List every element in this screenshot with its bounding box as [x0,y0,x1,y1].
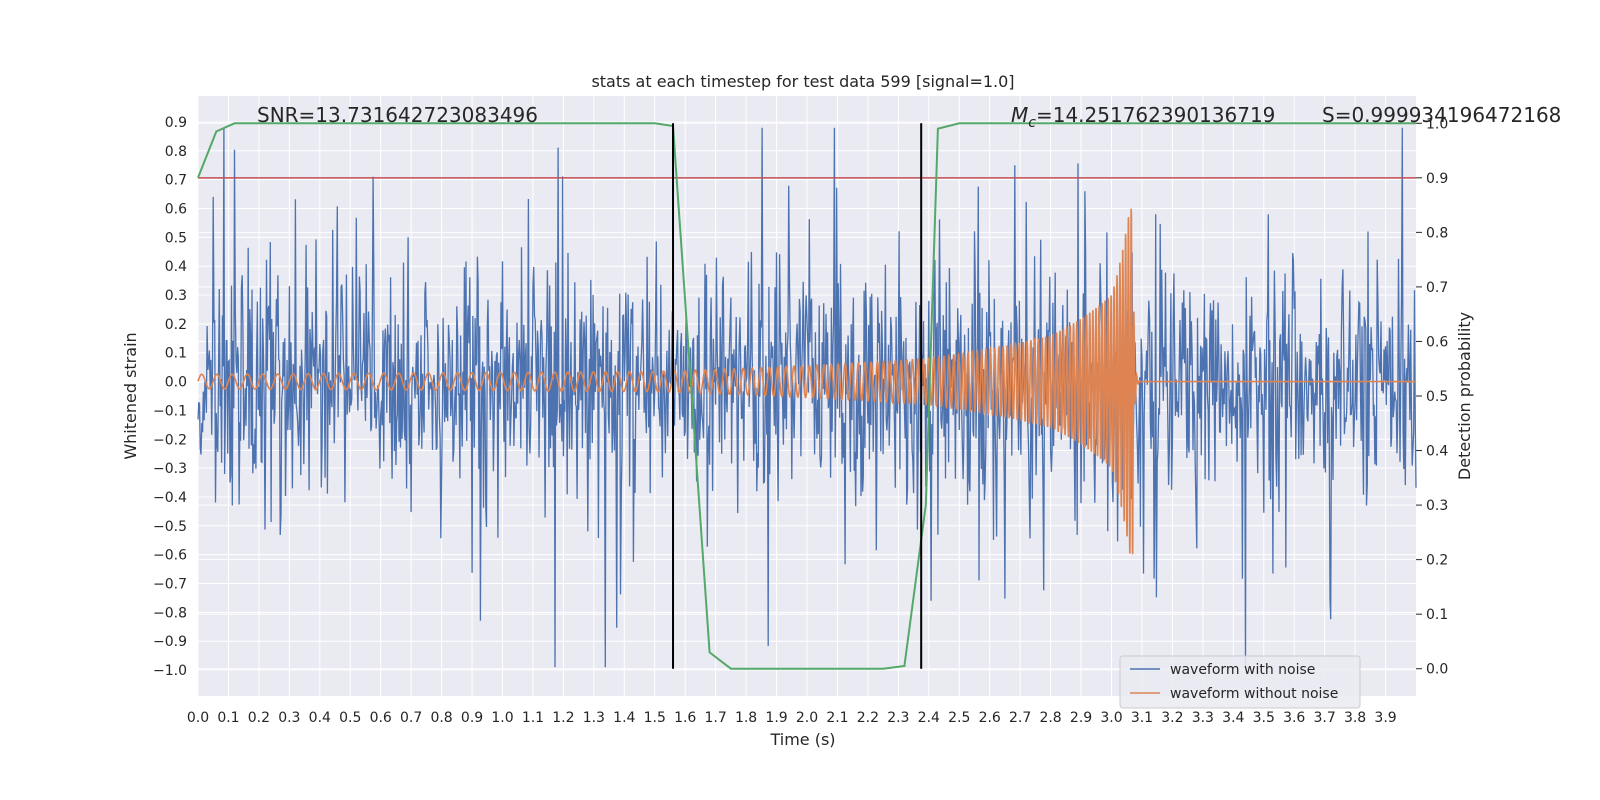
y-tick-label: −0.3 [153,461,187,477]
y2-tick-label: 0.6 [1426,334,1448,350]
x-tick-label: 3.3 [1192,710,1214,726]
y2-tick-label: 1.0 [1426,116,1448,132]
x-tick-label: 2.3 [887,710,909,726]
x-tick-label: 1.0 [491,710,513,726]
x-tick-label: 1.5 [644,710,666,726]
y2-axis-ticks: 1.0 0.9 0.8 0.7 0.6 0.5 0.4 0.3 0.2 0.1 0.0 [1416,116,1448,678]
x-tick-label: 2.4 [918,710,940,726]
y-tick-label: −0.2 [153,432,187,448]
x-tick-label: 0.7 [400,710,422,726]
y-tick-label: 0.7 [165,173,187,189]
y2-tick-label: 0.1 [1426,607,1448,623]
y2-axis-label: Detection probability [1455,312,1474,480]
x-tick-label: 0.4 [309,710,331,726]
x-tick-label: 1.4 [613,710,635,726]
y-tick-label: 0.0 [165,375,187,391]
x-tick-label: 1.6 [674,710,696,726]
y2-tick-label: 0.0 [1426,662,1448,678]
y2-tick-label: 0.4 [1426,444,1448,460]
x-tick-label: 1.2 [552,710,574,726]
chart-title: stats at each timestep for test data 599… [591,72,1014,91]
x-tick-label: 0.8 [430,710,452,726]
x-tick-label: 3.8 [1344,710,1366,726]
x-tick-label: 1.1 [522,710,544,726]
y-tick-label: 0.2 [165,317,187,333]
y-tick-label: −0.8 [153,605,187,621]
y-tick-label: 0.4 [165,259,187,275]
y-tick-label: −0.1 [153,403,187,419]
y2-tick-label: 0.8 [1426,225,1448,241]
x-tick-label: 3.4 [1222,710,1244,726]
mc-subscript: c [1028,115,1036,131]
x-tick-label: 0.9 [461,710,483,726]
x-tick-label: 0.5 [339,710,361,726]
x-tick-label: 2.5 [948,710,970,726]
x-tick-label: 0.2 [248,710,270,726]
x-tick-label: 0.1 [217,710,239,726]
chirp-mass-annotation: Mc=14.251762390136719 [1011,103,1275,131]
x-tick-label: 2.7 [1009,710,1031,726]
x-tick-label: 2.8 [1039,710,1061,726]
y2-tick-label: 0.2 [1426,553,1448,569]
x-tick-label: 3.9 [1374,710,1396,726]
s-annotation: S=0.999934196472168 [1322,103,1561,127]
x-tick-label: 3.5 [1253,710,1275,726]
x-tick-label: 0.3 [278,710,300,726]
x-tick-label: 1.3 [583,710,605,726]
y-tick-label: 0.1 [165,346,187,362]
y-tick-label: −0.9 [153,634,187,650]
y-tick-label: −0.5 [153,519,187,535]
y-tick-label: 0.9 [165,115,187,131]
mc-value: =14.251762390136719 [1036,103,1275,127]
x-tick-label: 2.6 [979,710,1001,726]
x-tick-label: 0.0 [187,710,209,726]
mc-symbol: M [1011,103,1028,127]
y-tick-label: −0.4 [153,490,187,506]
y-tick-label: −0.6 [153,548,187,564]
y-tick-label: −0.7 [153,577,187,593]
series-detection-probability [197,122,1416,670]
y-tick-label: −1.0 [153,663,187,679]
series-group [197,122,1417,670]
legend-label-noisy: waveform with noise [1170,662,1315,678]
x-tick-label: 2.1 [826,710,848,726]
x-tick-label: 2.0 [796,710,818,726]
x-tick-label: 2.9 [1070,710,1092,726]
y2-tick-label: 0.3 [1426,498,1448,514]
x-tick-label: 3.6 [1283,710,1305,726]
x-axis-label: Time (s) [769,730,835,749]
legend: waveform with noise waveform without noi… [1119,655,1361,709]
x-tick-label: 1.7 [705,710,727,726]
legend-box [1119,655,1361,709]
y-axis-label: Whitened strain [121,332,140,459]
x-tick-label: 3.1 [1131,710,1153,726]
x-tick-label: 3.7 [1314,710,1336,726]
y2-tick-label: 0.7 [1426,280,1448,296]
y2-tick-label: 0.9 [1426,171,1448,187]
x-tick-label: 1.9 [765,710,787,726]
x-tick-label: 1.8 [735,710,757,726]
x-tick-label: 3.2 [1161,710,1183,726]
legend-label-clean: waveform without noise [1170,686,1338,702]
x-tick-label: 2.2 [857,710,879,726]
x-tick-label: 3.0 [1100,710,1122,726]
x-tick-label: 0.6 [370,710,392,726]
y-tick-label: 0.3 [165,288,187,304]
snr-annotation: SNR=13.731642723083496 [257,103,538,127]
y-tick-label: 0.5 [165,230,187,246]
y-tick-label: 0.8 [165,144,187,160]
x-axis-ticks: 0.0 0.1 0.2 0.3 0.4 0.5 0.6 0.7 0.8 0.9 1.0 1.1 1.2 1… [187,710,1397,726]
y-tick-label: 0.6 [165,202,187,218]
series-clean-waveform [197,208,1416,555]
y2-tick-label: 0.5 [1426,389,1448,405]
y-axis-ticks: 0.9 0.8 0.7 0.6 0.5 0.4 0.3 0.2 0.1 0.0 −0.1 −0.2 −0… [153,115,187,679]
